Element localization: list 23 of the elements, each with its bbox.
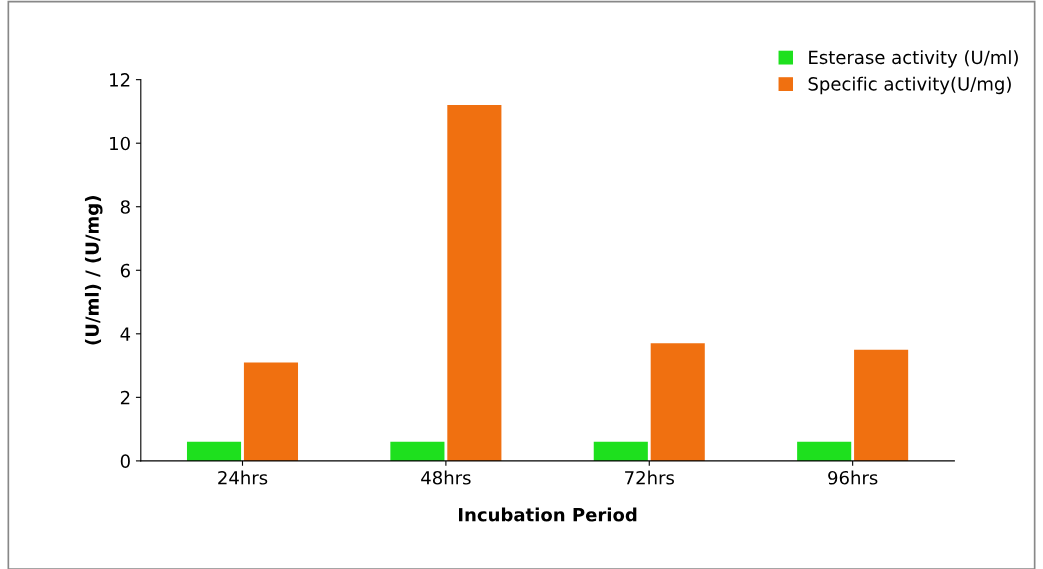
x-tick-label: 48hrs <box>421 470 471 485</box>
y-tick-label: 8 <box>120 200 130 214</box>
bar <box>390 441 445 461</box>
bar <box>854 349 909 461</box>
bar <box>797 441 852 461</box>
bar <box>186 441 242 461</box>
x-tick-label: 24hrs <box>218 470 268 485</box>
x-axis-title: Incubation Period <box>458 507 637 522</box>
y-tick-label: 0 <box>120 454 130 469</box>
y-tick-label: 12 <box>110 73 130 87</box>
y-tick-label: 4 <box>120 327 131 341</box>
y-axis-title: (U/ml) / (U/mg) <box>84 196 103 345</box>
legend-label: Specific activity(U/mg) <box>808 76 1011 95</box>
legend-label: Esterase activity (U/ml) <box>809 50 1018 68</box>
x-tick-label: 72hrs <box>625 470 675 485</box>
bar <box>650 343 705 461</box>
bar <box>243 362 299 461</box>
y-tick-label: 2 <box>120 390 130 405</box>
bar <box>447 105 502 461</box>
y-tick-label: 10 <box>110 136 130 151</box>
x-tick-label: 96hrs <box>828 470 878 485</box>
y-tick-label: 6 <box>120 263 130 278</box>
bar <box>593 441 648 461</box>
